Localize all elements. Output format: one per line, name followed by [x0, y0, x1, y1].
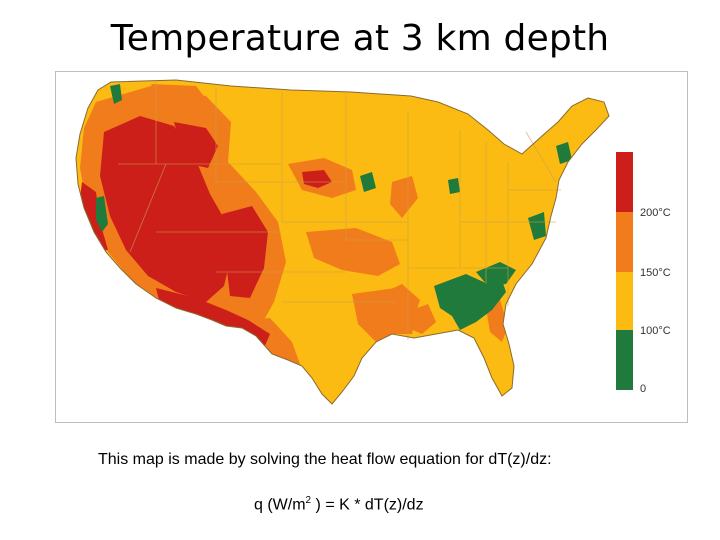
hot-zone-southeast — [486, 300, 508, 342]
map-caption: This map is made by solving the heat flo… — [98, 451, 552, 468]
legend-band-warm — [616, 272, 633, 330]
hot-zone-gulf — [408, 304, 436, 334]
legend-label-150: 150°C — [640, 267, 671, 279]
cool-zone-newyork — [556, 142, 572, 164]
cool-zone-sierra — [96, 196, 108, 232]
very-hot-zone-rockies — [222, 206, 268, 298]
cool-zone-appalachia — [434, 274, 506, 330]
formula-exponent: 2 — [305, 495, 312, 506]
legend-label-200: 200°C — [640, 207, 671, 219]
very-hot-zone-california — [80, 182, 108, 252]
cool-zone-minnesota — [360, 172, 376, 192]
temperature-map: 200°C 150°C 100°C 0 — [75, 79, 671, 405]
formula-suffix: ) = K * dT(z)/dz — [311, 496, 424, 514]
very-hot-zone-idaho-wyoming — [174, 122, 218, 168]
cool-zone-carolina — [536, 252, 552, 278]
state-borders — [118, 82, 561, 340]
cool-zone-washington — [110, 84, 122, 104]
legend: 200°C 150°C 100°C 0 — [616, 152, 671, 395]
legend-band-hot — [616, 212, 633, 272]
legend-label-0: 0 — [640, 383, 646, 395]
cool-zone-michigan — [448, 178, 460, 194]
cool-zone-virginia — [528, 212, 546, 240]
hot-zone-arkansas — [376, 284, 420, 318]
us-outline — [75, 79, 610, 405]
legend-label-100: 100°C — [640, 325, 671, 337]
heat-flow-formula: q (W/m2 ) = K * dT(z)/dz — [254, 495, 424, 514]
map-frame: 200°C 150°C 100°C 0 — [55, 71, 688, 423]
very-hot-zone-great-basin — [100, 116, 232, 302]
formula-prefix: q (W/m — [254, 496, 306, 514]
slide-title: Temperature at 3 km depth — [110, 18, 610, 59]
legend-band-cool — [616, 330, 633, 390]
legend-band-very-hot — [616, 152, 633, 212]
very-hot-zone-dakota — [302, 170, 332, 188]
hot-zone-illinois — [390, 176, 418, 218]
